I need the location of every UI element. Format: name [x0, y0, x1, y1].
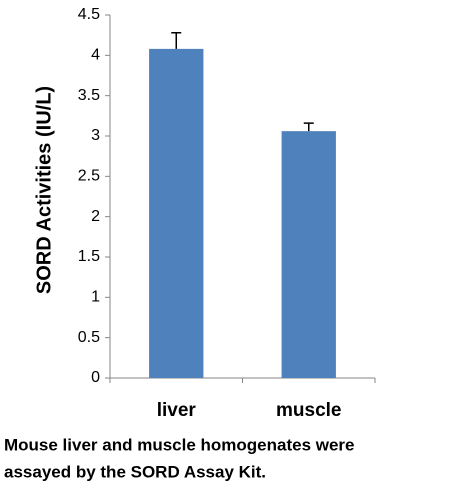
y-tick-label: 0	[91, 369, 100, 386]
y-tick-label: 1	[91, 289, 100, 306]
y-tick-label: 1.5	[78, 248, 100, 265]
y-axis-label: SORD Activities (IU/L)	[33, 86, 55, 294]
caption-line: assayed by the SORD Assay Kit.	[4, 462, 266, 481]
x-tick-label: liver	[157, 400, 197, 421]
error-bar	[303, 122, 314, 132]
y-tick-label: 4	[91, 47, 100, 64]
y-tick-label: 3.5	[78, 87, 100, 104]
y-tick-label: 4.5	[78, 6, 100, 23]
error-bar	[171, 31, 182, 49]
bar	[149, 48, 204, 378]
y-tick-label: 3	[91, 127, 100, 144]
y-tick-label: 0.5	[78, 329, 100, 346]
y-tick-label: 2.5	[78, 168, 100, 185]
y-tick-label: 2	[91, 208, 100, 225]
x-tick-label: muscle	[276, 400, 341, 421]
bar	[281, 131, 336, 378]
caption-line: Mouse liver and muscle homogenates were	[4, 435, 355, 454]
